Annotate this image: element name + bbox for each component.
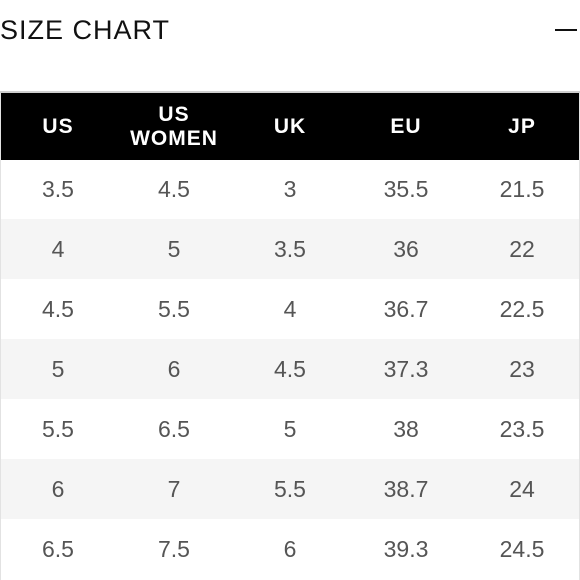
table-cell: 23.5 xyxy=(464,399,580,459)
column-header-label-line2: WOMEN xyxy=(130,126,218,150)
column-header-label: EU xyxy=(390,114,422,138)
table-cell: 24 xyxy=(464,459,580,519)
column-header-us-women: US WOMEN xyxy=(116,93,232,160)
column-header-label: US xyxy=(42,114,74,138)
table-cell: 4.5 xyxy=(116,160,232,219)
table-cell: 35.5 xyxy=(348,160,464,219)
table-row: 6.5 7.5 6 39.3 24.5 xyxy=(0,519,580,579)
table-cell: 3.5 xyxy=(0,160,116,219)
table-row: 5 6 4.5 37.3 23 xyxy=(0,339,580,399)
table-cell: 23 xyxy=(464,339,580,399)
table-row: 5.5 6.5 5 38 23.5 xyxy=(0,399,580,459)
size-table: US US WOMEN UK EU JP 3.5 4.5 3 35.5 21.5 … xyxy=(0,93,580,579)
table-cell: 4.5 xyxy=(0,279,116,339)
table-row: 6 7 5.5 38.7 24 xyxy=(0,459,580,519)
table-cell: 6.5 xyxy=(0,519,116,579)
table-header-row: US US WOMEN UK EU JP xyxy=(0,93,580,160)
table-cell: 4 xyxy=(232,279,348,339)
table-cell: 39.3 xyxy=(348,519,464,579)
table-cell: 22 xyxy=(464,219,580,279)
table-cell: 24.5 xyxy=(464,519,580,579)
table-cell: 38.7 xyxy=(348,459,464,519)
column-header-eu: EU xyxy=(348,93,464,160)
column-header-label-line1: US xyxy=(158,102,190,126)
table-cell: 5.5 xyxy=(116,279,232,339)
table-cell: 3.5 xyxy=(232,219,348,279)
table-body: 3.5 4.5 3 35.5 21.5 4 5 3.5 36 22 4.5 5.… xyxy=(0,160,580,579)
table-cell: 22.5 xyxy=(464,279,580,339)
table-cell: 5 xyxy=(0,339,116,399)
table-cell: 6.5 xyxy=(116,399,232,459)
size-chart-header[interactable]: SIZE CHART xyxy=(0,0,580,62)
table-cell: 6 xyxy=(116,339,232,399)
table-cell: 6 xyxy=(232,519,348,579)
table-cell: 5 xyxy=(232,399,348,459)
table-cell: 5 xyxy=(116,219,232,279)
table-cell: 36 xyxy=(348,219,464,279)
column-header-label: JP xyxy=(508,114,536,138)
table-row: 4.5 5.5 4 36.7 22.5 xyxy=(0,279,580,339)
table-cell: 5.5 xyxy=(0,399,116,459)
table-border-left xyxy=(0,93,1,580)
table-cell: 36.7 xyxy=(348,279,464,339)
column-header-label: UK xyxy=(273,114,307,138)
page-title: SIZE CHART xyxy=(0,15,171,45)
table-cell: 4.5 xyxy=(232,339,348,399)
table-cell: 6 xyxy=(0,459,116,519)
table-cell: 4 xyxy=(0,219,116,279)
table-row: 3.5 4.5 3 35.5 21.5 xyxy=(0,160,580,219)
table-row: 4 5 3.5 36 22 xyxy=(0,219,580,279)
table-header: US US WOMEN UK EU JP xyxy=(0,93,580,160)
table-cell: 38 xyxy=(348,399,464,459)
minus-icon[interactable] xyxy=(552,16,580,44)
table-cell: 37.3 xyxy=(348,339,464,399)
column-header-uk: UK xyxy=(232,93,348,160)
column-header-jp: JP xyxy=(464,93,580,160)
column-header-us: US xyxy=(0,93,116,160)
table-cell: 5.5 xyxy=(232,459,348,519)
divider xyxy=(0,91,580,93)
table-cell: 7 xyxy=(116,459,232,519)
table-cell: 7.5 xyxy=(116,519,232,579)
table-cell: 3 xyxy=(232,160,348,219)
table-cell: 21.5 xyxy=(464,160,580,219)
